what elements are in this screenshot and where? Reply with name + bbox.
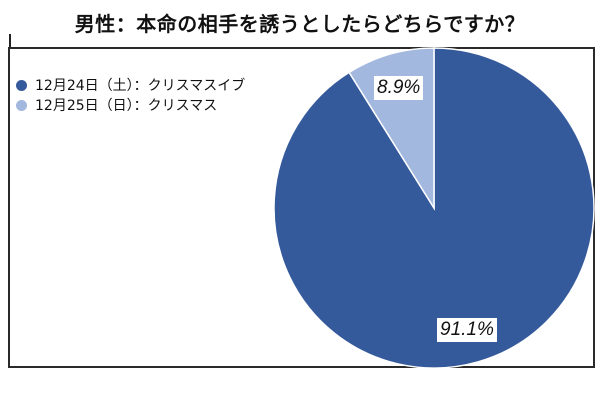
slice-label-christmas-eve: 91.1%: [437, 318, 497, 342]
legend-label: 12月24日（土）：クリスマスイブ: [35, 78, 246, 94]
chart-title: 男性：本命の相手を誘うとしたらどちらですか？: [74, 12, 526, 36]
axis-tick: [9, 34, 11, 48]
legend-swatch-icon: [16, 79, 27, 91]
legend: 12月24日（土）：クリスマスイブ 12月25日（日）：クリスマス: [16, 75, 245, 115]
legend-item-christmas: 12月25日（日）：クリスマス: [16, 95, 245, 115]
slice-label-christmas: 8.9%: [374, 76, 424, 100]
legend-label: 12月25日（日）：クリスマス: [35, 98, 218, 114]
legend-item-christmas-eve: 12月24日（土）：クリスマスイブ: [16, 75, 245, 95]
legend-swatch-icon: [16, 99, 27, 111]
